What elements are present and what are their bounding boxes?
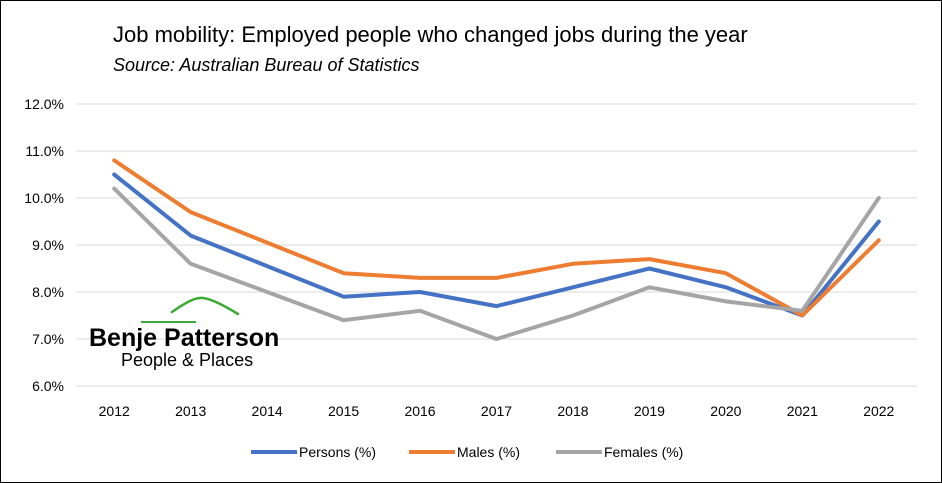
x-tick-label: 2020 [710, 403, 741, 419]
x-tick-label: 2019 [634, 403, 665, 419]
y-tick-label: 10.0% [24, 190, 64, 206]
logo-name: Benje Patterson [89, 324, 279, 352]
series-lines [112, 158, 881, 341]
series-line-males [112, 158, 881, 318]
x-axis-ticks: 2012 2013 2014 2015 2016 2017 2018 2019 2020 2021… [99, 403, 895, 419]
logo-swoosh-icon [170, 296, 240, 316]
legend: Persons (%) Males (%) Females (%) [251, 444, 683, 460]
y-tick-label: 11.0% [25, 143, 64, 159]
series-line-persons [112, 172, 881, 318]
x-tick-label: 2022 [863, 403, 894, 419]
y-tick-label: 12.0% [24, 96, 64, 112]
logo: Benje Patterson People & Places [89, 296, 279, 370]
legend-label-females: Females (%) [604, 444, 683, 460]
x-tick-label: 2021 [787, 403, 818, 419]
x-tick-label: 2014 [252, 403, 283, 419]
chart-subtitle: Source: Australian Bureau of Statistics [113, 55, 419, 75]
y-tick-label: 9.0% [32, 237, 64, 253]
y-tick-label: 8.0% [32, 284, 64, 300]
y-axis-ticks: 6.0% 7.0% 8.0% 9.0% 10.0% 11.0% 12.0% [24, 96, 64, 394]
x-tick-label: 2016 [404, 403, 435, 419]
legend-label-males: Males (%) [457, 444, 520, 460]
series-line-females [112, 186, 881, 341]
x-tick-label: 2018 [557, 403, 588, 419]
y-tick-label: 6.0% [32, 378, 64, 394]
chart-title: Job mobility: Employed people who change… [113, 22, 748, 47]
legend-label-persons: Persons (%) [299, 444, 376, 460]
x-tick-label: 2013 [175, 403, 206, 419]
x-tick-label: 2015 [328, 403, 359, 419]
x-tick-label: 2017 [481, 403, 512, 419]
y-tick-label: 7.0% [32, 331, 64, 347]
logo-tagline: People & Places [121, 350, 253, 370]
x-tick-label: 2012 [99, 403, 130, 419]
